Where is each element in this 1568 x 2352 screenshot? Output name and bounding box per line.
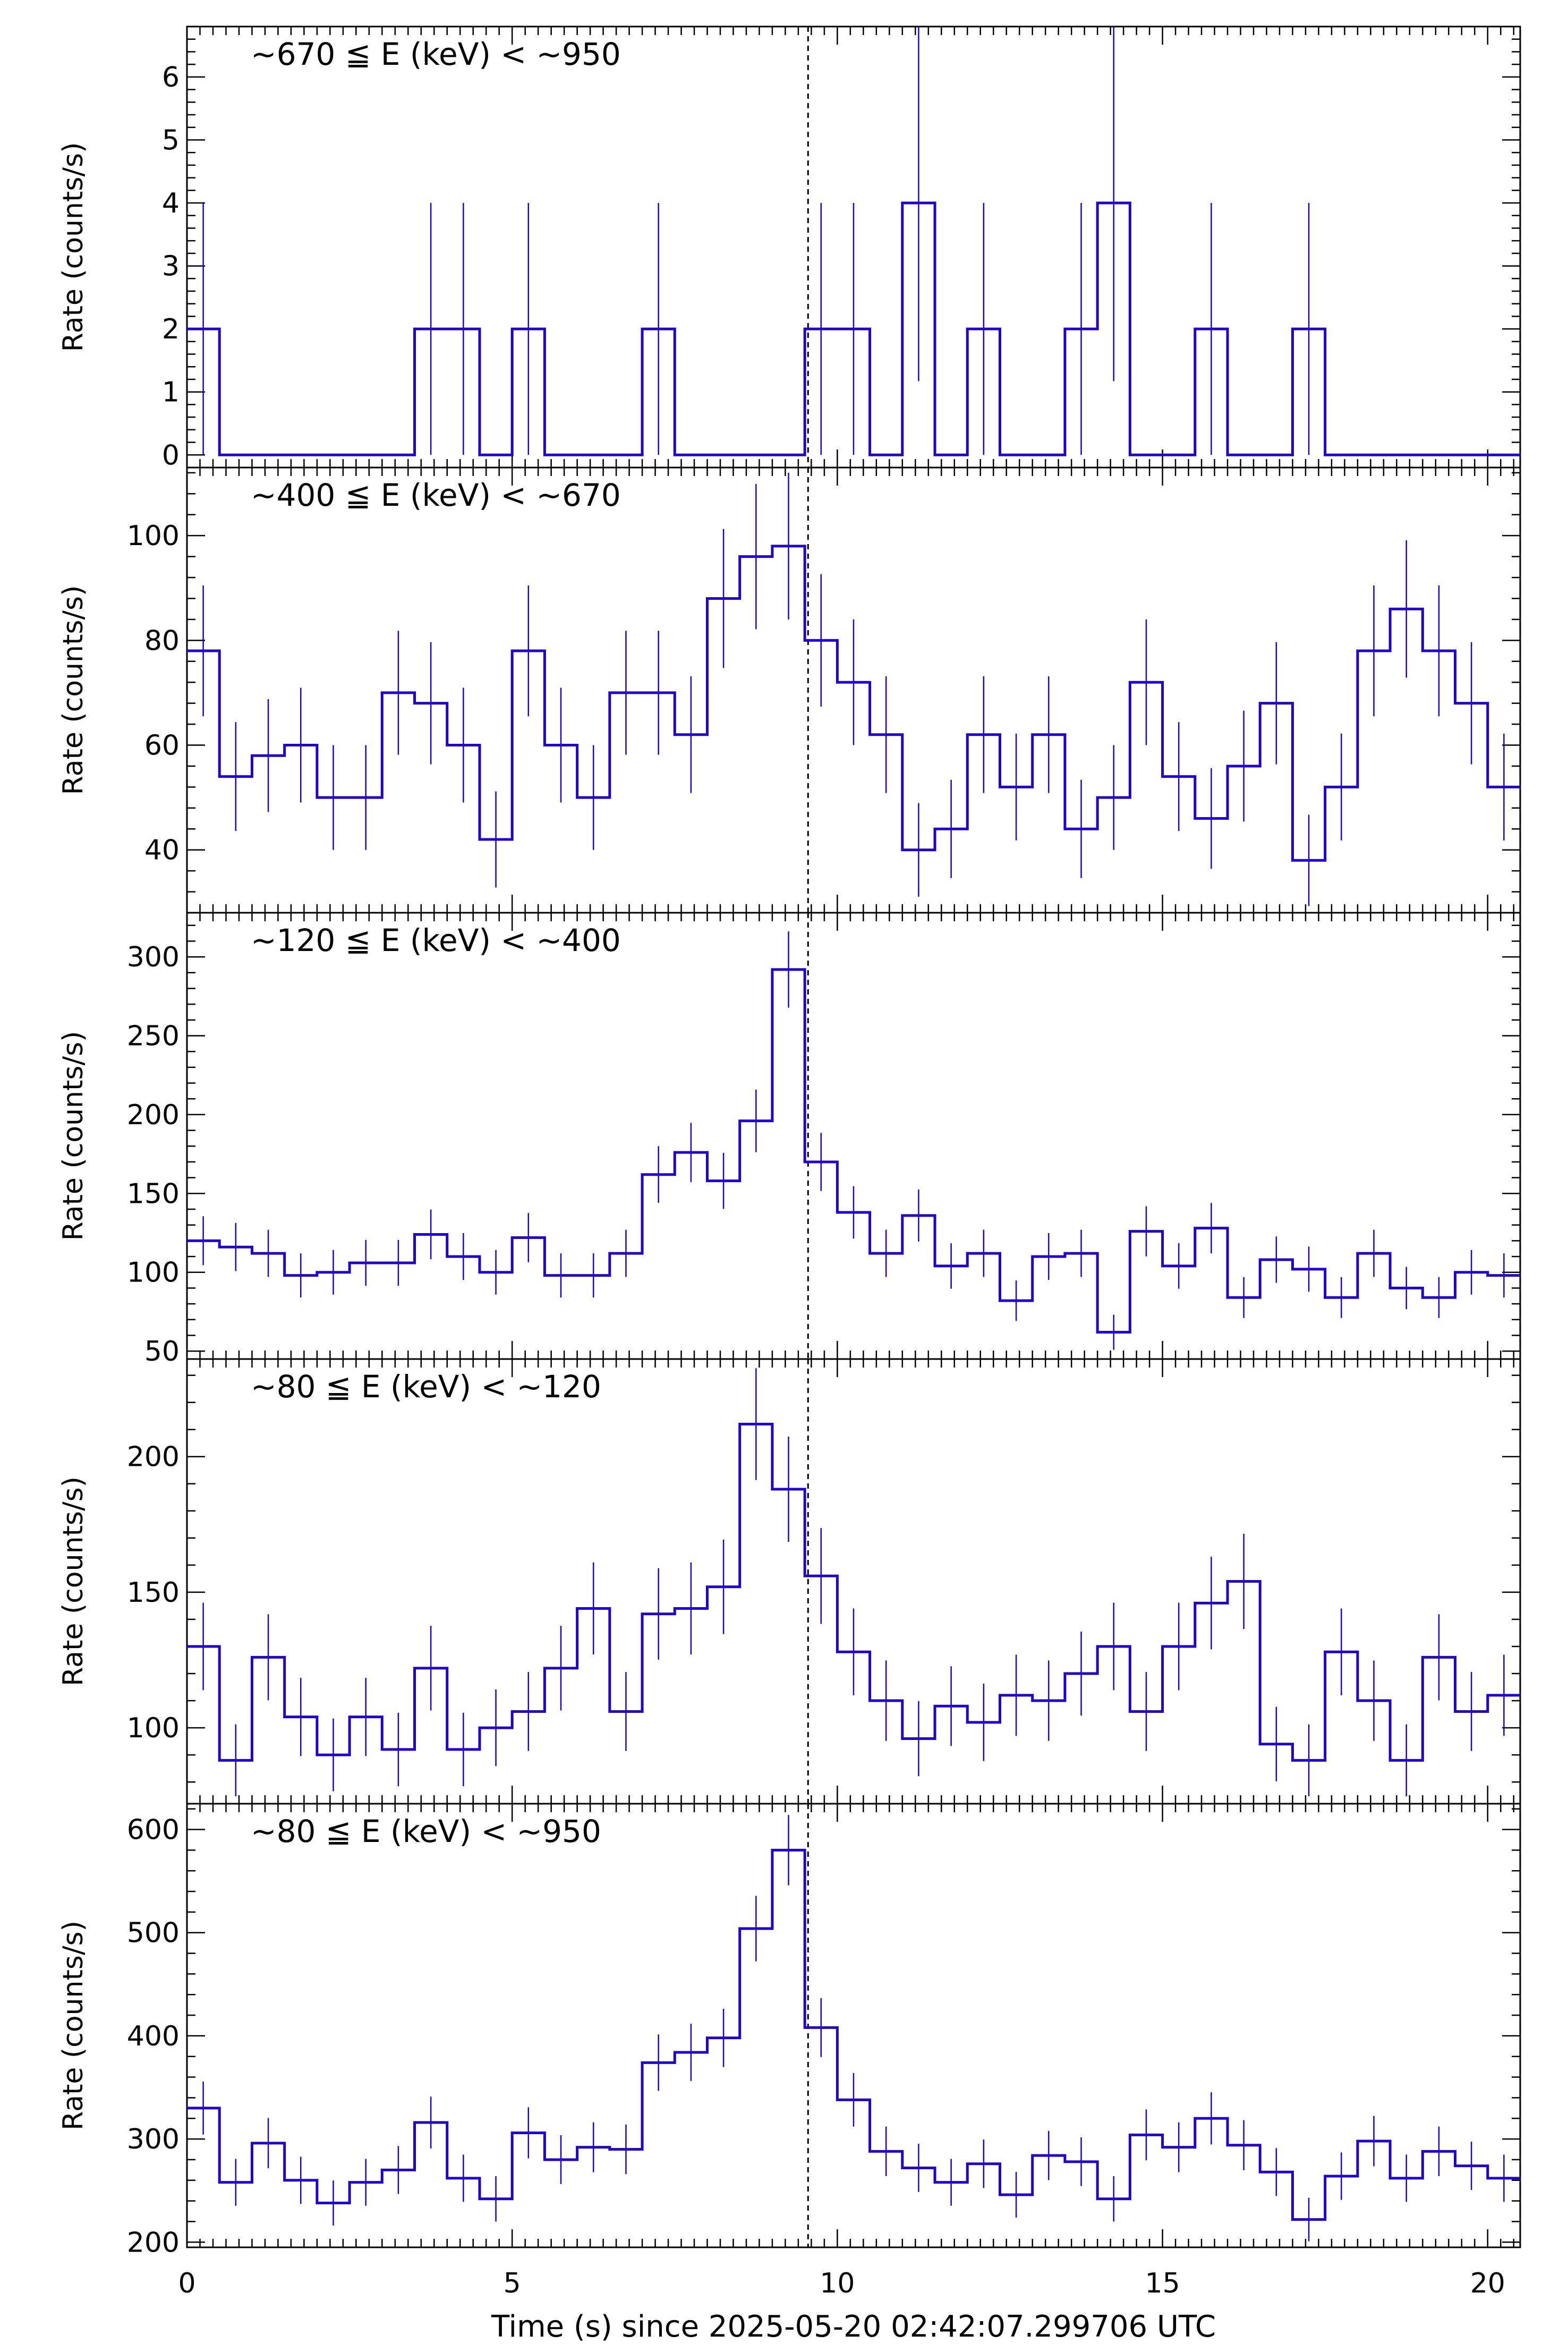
x-tick-label: 10 <box>820 2268 855 2299</box>
y-tick-label: 5 <box>162 124 180 156</box>
energy-band-label: ~80 ≦ E (keV) < ~120 <box>251 1369 601 1405</box>
y-tick-label: 50 <box>144 1336 180 1368</box>
y-tick-label: 100 <box>127 1257 180 1289</box>
y-tick-label: 1 <box>162 377 180 409</box>
y-tick-label: 0 <box>162 439 180 471</box>
x-tick-label: 15 <box>1145 2268 1180 2299</box>
panel-frame <box>186 1358 1521 1805</box>
x-tick-label: 20 <box>1470 2268 1505 2299</box>
panel-frame <box>186 912 1521 1360</box>
panel-4: 100 150 200 Rate (counts/s) ~80 ≦ E (keV) < … <box>57 1358 1521 1805</box>
rate-histogram <box>187 968 1520 1334</box>
y-tick-label: 80 <box>144 625 180 657</box>
y-tick-label: 200 <box>127 1441 180 1473</box>
y-axis-label: Rate (counts/s) <box>57 1476 89 1686</box>
rate-histogram <box>187 1848 1520 2221</box>
x-tick-label: 5 <box>504 2268 521 2299</box>
panel-2: 40 60 80 100 Rate (counts/s) ~400 ≦ E (keV) <… <box>57 466 1521 914</box>
y-tick-label: 60 <box>144 730 180 762</box>
y-tick-label: 40 <box>144 835 180 867</box>
y-tick-label: 250 <box>127 1021 180 1052</box>
panel-frame <box>186 1803 1521 2248</box>
y-tick-label: 3 <box>162 251 180 283</box>
y-tick-label: 400 <box>127 2020 180 2052</box>
panel-5: 200 300 400 500 600 Rate (counts/s) ~80 ≦ E (k… <box>57 1803 1521 2258</box>
y-axis-label: Rate (counts/s) <box>57 585 89 795</box>
y-tick-label: 6 <box>162 62 180 94</box>
panel-1: 0 1 2 3 4 5 6 Rate (counts/s) ~670 ≦ E (keV) < ~… <box>57 26 1521 471</box>
y-axis-label: Rate (counts/s) <box>57 1031 89 1241</box>
rate-histogram <box>187 1422 1520 1762</box>
y-axis-label: Rate (counts/s) <box>57 142 89 352</box>
y-tick-label: 150 <box>127 1577 180 1609</box>
y-tick-label: 600 <box>127 1814 180 1846</box>
energy-band-label: ~670 ≦ E (keV) < ~950 <box>251 36 621 72</box>
y-tick-label: 200 <box>127 2227 180 2258</box>
energy-band-label: ~120 ≦ E (keV) < ~400 <box>251 922 621 958</box>
y-tick-label: 4 <box>162 188 180 219</box>
y-tick-label: 150 <box>127 1178 180 1210</box>
rate-histogram <box>187 545 1520 862</box>
y-tick-label: 300 <box>127 2124 180 2155</box>
y-tick-label: 2 <box>162 313 180 345</box>
y-tick-label: 200 <box>127 1099 180 1131</box>
x-tick-label: 0 <box>178 2268 195 2299</box>
y-axis-label: Rate (counts/s) <box>57 1921 89 2130</box>
y-tick-label: 100 <box>127 1712 180 1744</box>
energy-band-label: ~400 ≦ E (keV) < ~670 <box>251 477 621 513</box>
panel-3: 50 100 150 200 250 300 Rate (counts/s) ~120 ≦ E… <box>57 912 1521 1368</box>
y-tick-label: 500 <box>127 1917 180 1949</box>
y-tick-label: 300 <box>127 941 180 973</box>
rate-histogram <box>187 201 1520 456</box>
energy-band-label: ~80 ≦ E (keV) < ~950 <box>251 1813 601 1849</box>
y-tick-label: 100 <box>127 520 180 552</box>
x-axis-label: Time (s) since 2025-05-20 02:42:07.29970… <box>491 2309 1216 2344</box>
